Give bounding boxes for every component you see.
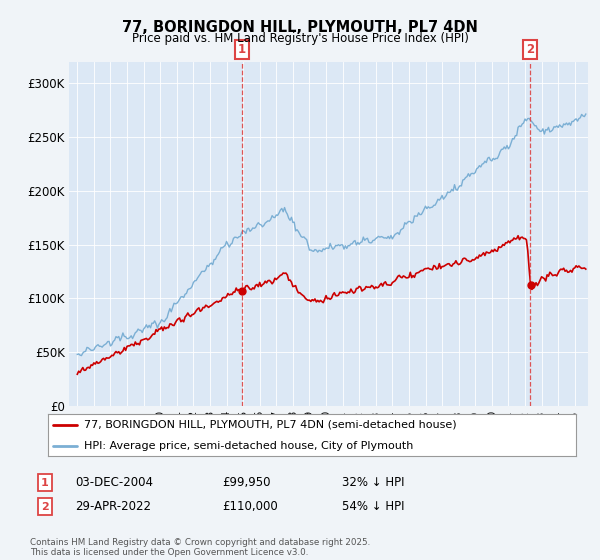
Text: £110,000: £110,000 bbox=[222, 500, 278, 514]
Text: 2: 2 bbox=[41, 502, 49, 512]
Text: 1: 1 bbox=[41, 478, 49, 488]
Text: Contains HM Land Registry data © Crown copyright and database right 2025.
This d: Contains HM Land Registry data © Crown c… bbox=[30, 538, 370, 557]
Text: 77, BORINGDON HILL, PLYMOUTH, PL7 4DN (semi-detached house): 77, BORINGDON HILL, PLYMOUTH, PL7 4DN (s… bbox=[84, 420, 457, 430]
Text: 2: 2 bbox=[526, 43, 535, 56]
Text: 1: 1 bbox=[238, 43, 246, 56]
Text: 32% ↓ HPI: 32% ↓ HPI bbox=[342, 476, 404, 489]
Text: £99,950: £99,950 bbox=[222, 476, 271, 489]
Text: 54% ↓ HPI: 54% ↓ HPI bbox=[342, 500, 404, 514]
Text: 77, BORINGDON HILL, PLYMOUTH, PL7 4DN: 77, BORINGDON HILL, PLYMOUTH, PL7 4DN bbox=[122, 20, 478, 35]
Text: 03-DEC-2004: 03-DEC-2004 bbox=[75, 476, 153, 489]
Text: Price paid vs. HM Land Registry's House Price Index (HPI): Price paid vs. HM Land Registry's House … bbox=[131, 32, 469, 45]
Text: HPI: Average price, semi-detached house, City of Plymouth: HPI: Average price, semi-detached house,… bbox=[84, 441, 413, 451]
Text: 29-APR-2022: 29-APR-2022 bbox=[75, 500, 151, 514]
